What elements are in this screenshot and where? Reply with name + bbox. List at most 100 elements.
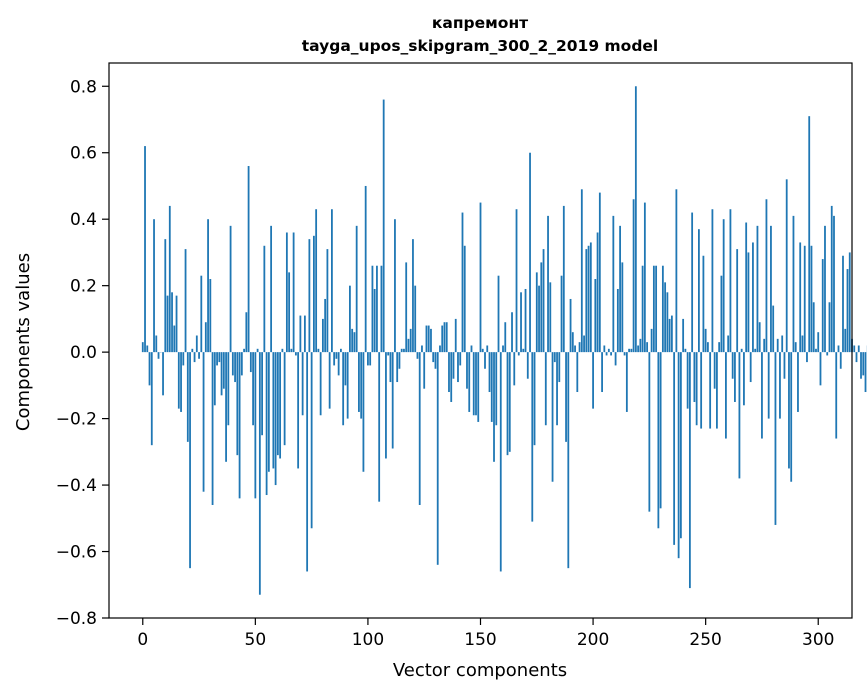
bar (472, 352, 475, 416)
bar (376, 265, 378, 353)
bar (686, 352, 689, 409)
bar (506, 352, 509, 456)
bar (290, 348, 293, 353)
bar (756, 225, 759, 353)
bar (540, 262, 543, 353)
bar (173, 325, 176, 353)
bar (144, 146, 146, 353)
bar (231, 352, 234, 376)
bar (592, 352, 594, 409)
y-tick-label: 0.6 (70, 144, 97, 164)
bar (405, 262, 408, 353)
bar (808, 116, 811, 353)
bar (652, 265, 655, 353)
bar (553, 352, 556, 363)
bar (752, 242, 754, 353)
bar (745, 222, 748, 353)
bar (718, 342, 721, 353)
bar (679, 352, 682, 539)
bar (461, 212, 464, 353)
bar (468, 352, 471, 412)
bar (459, 352, 462, 366)
bar (508, 352, 511, 452)
bar (774, 352, 777, 525)
bar (236, 352, 239, 456)
bar (186, 352, 189, 442)
y-tick-label: −0.2 (56, 410, 97, 430)
bar (285, 232, 288, 353)
bar (801, 335, 804, 353)
bar (150, 352, 153, 446)
bar (497, 275, 500, 353)
bar (610, 352, 612, 356)
bar (513, 352, 516, 386)
bar (263, 245, 266, 353)
bar (373, 288, 376, 353)
bar (736, 249, 739, 353)
bar (367, 352, 369, 366)
bar (326, 249, 329, 353)
bar (448, 352, 450, 393)
bar (155, 335, 158, 353)
bar (364, 185, 367, 353)
bar (571, 332, 574, 353)
bar (157, 352, 160, 359)
bar (229, 225, 232, 353)
bar (670, 315, 673, 353)
bar (346, 352, 349, 419)
bar (763, 338, 766, 353)
bar (862, 352, 865, 376)
bar (427, 325, 430, 353)
bar (484, 352, 486, 369)
x-tick-label: 100 (352, 630, 384, 650)
bar (810, 245, 813, 353)
bar (864, 352, 867, 393)
bar (585, 249, 588, 353)
bar (182, 352, 185, 366)
bar (547, 215, 549, 353)
bar (198, 352, 200, 359)
bar (443, 322, 446, 353)
bar (400, 348, 403, 353)
bar (308, 239, 311, 353)
bar (216, 352, 218, 366)
bar (412, 239, 414, 353)
bar (623, 352, 626, 356)
bar (414, 285, 417, 353)
bar (355, 225, 358, 353)
bar (488, 352, 491, 393)
bar (466, 352, 468, 389)
bar (247, 166, 250, 353)
bar (171, 292, 173, 353)
bar (204, 322, 207, 353)
bar (184, 249, 187, 353)
bar (848, 252, 851, 353)
bar (853, 345, 856, 353)
bar (276, 352, 279, 456)
bar (770, 225, 772, 353)
bar (792, 215, 795, 353)
chart-subtitle: tayga_upos_skipgram_300_2_2019 model (302, 37, 659, 55)
bar (274, 352, 277, 486)
x-tick-label: 250 (689, 630, 721, 650)
bar (783, 352, 786, 379)
bar (299, 315, 302, 353)
bar (324, 298, 327, 353)
bar (207, 219, 209, 353)
bar (725, 352, 727, 439)
bar (693, 352, 696, 402)
bar (389, 352, 392, 383)
bar (362, 352, 365, 472)
bar (213, 352, 216, 406)
y-tick-label: 0.2 (70, 277, 97, 297)
bar (531, 352, 534, 522)
bar (587, 245, 590, 353)
bar (772, 305, 775, 353)
bar (565, 352, 567, 442)
bar (463, 245, 466, 353)
bar (826, 352, 829, 356)
bar (328, 352, 331, 409)
bar (515, 209, 518, 353)
bar (709, 352, 712, 429)
bar (272, 352, 275, 469)
